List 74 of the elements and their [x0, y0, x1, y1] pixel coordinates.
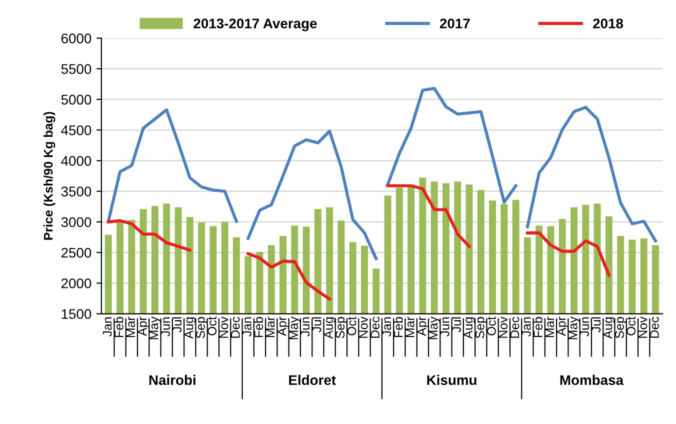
line-series [106, 219, 192, 252]
text: Eldoret [289, 374, 336, 386]
x-tick-label: Mar [266, 316, 275, 338]
text: Nairobi [149, 374, 196, 386]
x-tick-label: Dec [231, 316, 240, 338]
text: Mombasa [560, 374, 624, 386]
line-series [526, 106, 658, 242]
x-tick-label: Aug [324, 317, 336, 339]
x-tick-label: May [289, 316, 300, 340]
x-tick-label: Mar [545, 316, 554, 338]
x-tick-label: Mar [126, 316, 136, 338]
x-tick-label: Mar [406, 316, 414, 338]
x-tick-label: Apr [557, 316, 568, 336]
x-tick-label: Aug [604, 317, 615, 339]
x-tick-label: Nov [219, 316, 228, 338]
line-series [246, 252, 332, 301]
x-tick-label: Nov [359, 316, 368, 338]
x-tick-label: Aug [184, 317, 196, 339]
line-series [386, 86, 518, 204]
y-tick-label: 2500 [61, 248, 92, 258]
y-tick-label: 5000 [61, 94, 92, 105]
line-series [106, 108, 238, 223]
x-tick-label: Apr [138, 316, 150, 336]
x-tick-label: Feb [394, 317, 403, 338]
x-tick-label: Oct [487, 316, 496, 336]
x-tick-label: Jan [382, 317, 392, 336]
x-tick-label: Jan [242, 317, 252, 336]
x-tick-label: Sep [615, 317, 626, 338]
y-tick-label: 3000 [61, 217, 92, 228]
x-tick-label: Aug [464, 317, 476, 339]
legend-label: 2013-2017 Average [194, 18, 317, 32]
x-tick-label: May [428, 316, 440, 340]
x-tick-label: Jul [172, 317, 182, 332]
x-tick-label: Feb [114, 317, 124, 338]
x-tick-label: Jul [591, 317, 601, 332]
y-tick-label: 4000 [61, 156, 92, 166]
x-tick-label: Jan [522, 317, 531, 336]
x-tick-label: Jul [312, 317, 322, 332]
x-tick-label: Dec [510, 316, 520, 338]
x-tick-label: Jun [580, 317, 590, 336]
x-tick-label: Oct [208, 316, 217, 336]
x-tick-label: May [568, 316, 580, 340]
y-axis-title: Price (Ksh/90 Kg bag) [44, 112, 56, 240]
x-tick-label: Oct [347, 316, 356, 336]
x-tick-label: Dec [370, 316, 380, 338]
y-tick-label: 3500 [61, 186, 92, 196]
x-tick-label: May [150, 316, 161, 340]
legend-label: 2017 [440, 18, 470, 28]
line-series [246, 130, 378, 260]
x-tick-label: Sep [196, 317, 208, 338]
x-tick-label: Nov [498, 316, 508, 338]
x-tick-label: Feb [254, 317, 264, 338]
text: Kisumu [427, 374, 476, 386]
y-tick-label: 1500 [62, 309, 92, 319]
x-tick-label: Dec [650, 316, 659, 338]
y-tick-label: 6000 [61, 33, 92, 44]
line-series [526, 231, 610, 277]
x-tick-label: Jun [161, 317, 170, 336]
line-series [386, 184, 471, 248]
x-tick-label: Oct [626, 316, 636, 336]
x-tick-label: Jul [452, 317, 461, 332]
x-tick-label: Jun [300, 317, 310, 336]
x-tick-label: Apr [278, 316, 289, 336]
x-tick-label: Sep [475, 317, 487, 338]
legend-label: 2018 [593, 18, 624, 28]
y-tick-label: 4500 [61, 125, 92, 136]
y-tick-label: 2000 [61, 278, 92, 288]
x-tick-label: Jun [440, 317, 450, 336]
x-tick-label: Nov [638, 316, 648, 338]
x-tick-label: Apr [417, 316, 429, 336]
y-tick-label: 5500 [61, 64, 92, 74]
x-tick-label: Sep [336, 317, 348, 338]
x-tick-label: Jan [103, 317, 112, 336]
x-tick-label: Feb [533, 317, 542, 338]
